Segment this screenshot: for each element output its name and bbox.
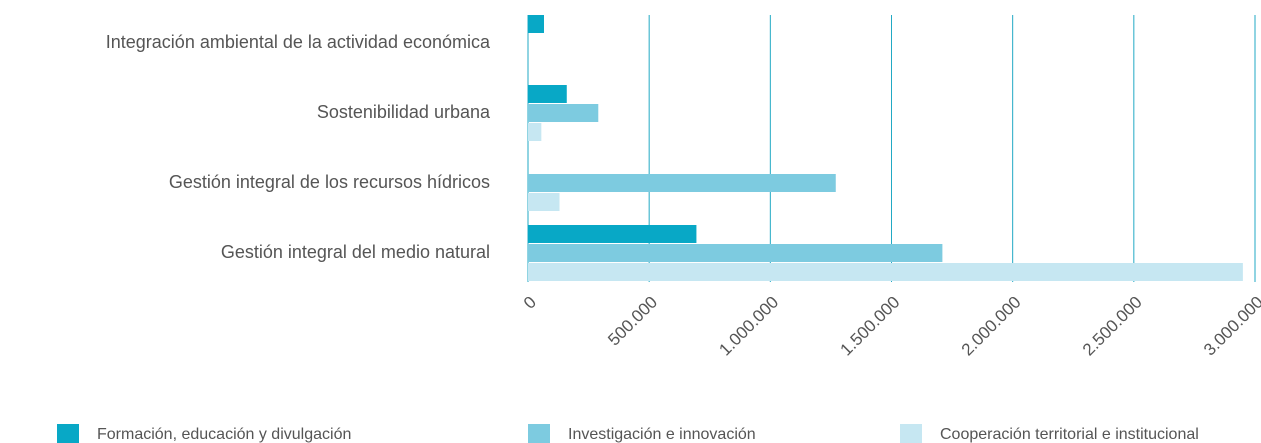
x-tick-label: 500.000 [604, 293, 661, 350]
x-tick-label: 2.000.000 [958, 293, 1025, 360]
legend-swatch [528, 424, 550, 443]
bar [528, 104, 599, 122]
y-tick-label: Gestión integral de los recursos hídrico… [169, 172, 490, 192]
y-tick-label: Sostenibilidad urbana [317, 102, 491, 122]
x-tick-label: 3.000.000 [1200, 293, 1261, 360]
x-tick-label: 1.000.000 [715, 293, 782, 360]
bar [528, 263, 1243, 281]
bar [528, 244, 943, 262]
legend-label: Investigación e innovación [568, 426, 756, 443]
x-tick-label: 0 [520, 293, 540, 313]
x-tick-label: 1.500.000 [837, 293, 904, 360]
x-tick-label: 2.500.000 [1079, 293, 1146, 360]
bar [528, 193, 560, 211]
bar [528, 85, 567, 103]
y-tick-label: Gestión integral del medio natural [221, 242, 490, 262]
legend-label: Cooperación territorial e institucional [940, 426, 1199, 443]
bar [528, 174, 836, 192]
legend-swatch [900, 424, 922, 443]
bar [528, 123, 542, 141]
legend-swatch [57, 424, 79, 443]
bar [528, 15, 544, 33]
y-tick-label: Integración ambiental de la actividad ec… [106, 32, 491, 52]
bar [528, 225, 697, 243]
legend-label: Formación, educación y divulgación [97, 426, 351, 443]
